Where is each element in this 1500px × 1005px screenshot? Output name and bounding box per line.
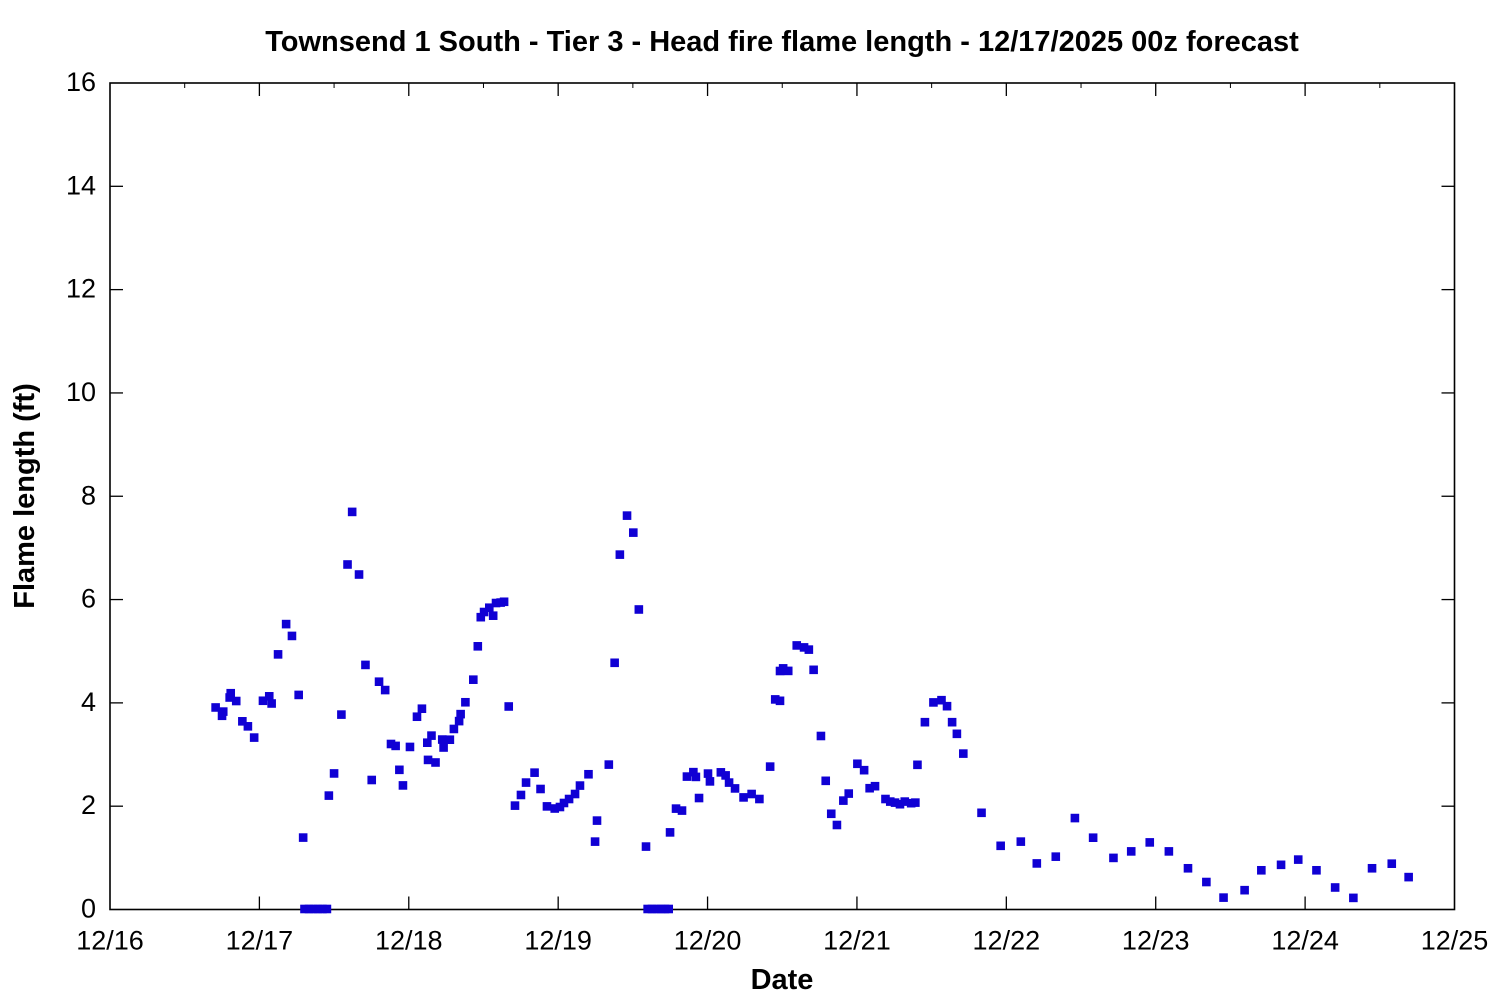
svg-text:12/25: 12/25 <box>1421 926 1489 956</box>
svg-text:12/22: 12/22 <box>973 926 1041 956</box>
svg-text:12: 12 <box>66 274 96 304</box>
svg-text:4: 4 <box>81 687 96 717</box>
svg-text:14: 14 <box>66 170 96 200</box>
svg-text:Flame length (ft): Flame length (ft) <box>9 383 41 609</box>
svg-text:16: 16 <box>66 67 96 97</box>
svg-text:12/23: 12/23 <box>1122 926 1190 956</box>
svg-text:12/18: 12/18 <box>375 926 443 956</box>
svg-text:Date: Date <box>751 964 814 996</box>
svg-text:0: 0 <box>81 894 96 924</box>
svg-text:12/21: 12/21 <box>823 926 891 956</box>
svg-text:12/16: 12/16 <box>76 926 144 956</box>
svg-text:Townsend 1 South - Tier 3 - He: Townsend 1 South - Tier 3 - Head fire fl… <box>265 26 1299 58</box>
svg-text:8: 8 <box>81 480 96 510</box>
svg-text:12/24: 12/24 <box>1271 926 1339 956</box>
svg-text:12/19: 12/19 <box>524 926 592 956</box>
svg-text:2: 2 <box>81 790 96 820</box>
svg-text:6: 6 <box>81 584 96 614</box>
svg-text:12/17: 12/17 <box>226 926 294 956</box>
svg-text:12/20: 12/20 <box>674 926 742 956</box>
svg-text:10: 10 <box>66 377 96 407</box>
